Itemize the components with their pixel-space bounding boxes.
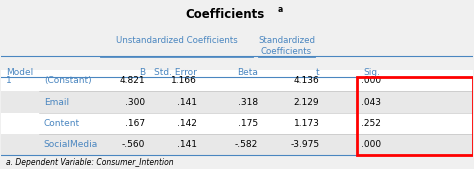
- Bar: [357, 77, 473, 155]
- Text: SocialMedia: SocialMedia: [44, 140, 98, 149]
- Text: Beta: Beta: [237, 68, 258, 77]
- Text: Unstandardized Coefficients: Unstandardized Coefficients: [116, 36, 238, 45]
- Text: Standardized
Coefficients: Standardized Coefficients: [258, 36, 315, 56]
- Text: .167: .167: [125, 119, 145, 128]
- Text: 1.166: 1.166: [171, 76, 197, 85]
- Bar: [1, 70, 473, 91]
- Bar: [1, 113, 473, 134]
- Text: .000: .000: [361, 140, 381, 149]
- Text: .252: .252: [361, 119, 381, 128]
- Text: 2.129: 2.129: [294, 98, 319, 106]
- Text: 4.821: 4.821: [119, 76, 145, 85]
- Text: 1.173: 1.173: [293, 119, 319, 128]
- Text: Model: Model: [6, 68, 33, 77]
- Text: .043: .043: [361, 98, 381, 106]
- Text: .000: .000: [361, 76, 381, 85]
- Text: -3.975: -3.975: [291, 140, 319, 149]
- Text: .318: .318: [238, 98, 258, 106]
- Bar: [1, 134, 473, 155]
- Text: 4.136: 4.136: [294, 76, 319, 85]
- Text: Sig.: Sig.: [364, 68, 381, 77]
- Text: Std. Error: Std. Error: [154, 68, 197, 77]
- Bar: [1, 91, 473, 113]
- Text: a: a: [278, 5, 283, 14]
- Text: .300: .300: [125, 98, 145, 106]
- Text: .141: .141: [177, 140, 197, 149]
- Text: a. Dependent Variable: Consumer_Intention: a. Dependent Variable: Consumer_Intentio…: [6, 159, 174, 167]
- Text: -.560: -.560: [122, 140, 145, 149]
- Text: .175: .175: [238, 119, 258, 128]
- Text: (Constant): (Constant): [44, 76, 91, 85]
- Text: Email: Email: [44, 98, 69, 106]
- Text: Content: Content: [44, 119, 80, 128]
- Text: .142: .142: [177, 119, 197, 128]
- Text: B: B: [139, 68, 145, 77]
- Text: 1: 1: [6, 76, 12, 85]
- Text: t: t: [316, 68, 319, 77]
- Text: Coefficients: Coefficients: [186, 8, 265, 21]
- Text: -.582: -.582: [235, 140, 258, 149]
- Text: .141: .141: [177, 98, 197, 106]
